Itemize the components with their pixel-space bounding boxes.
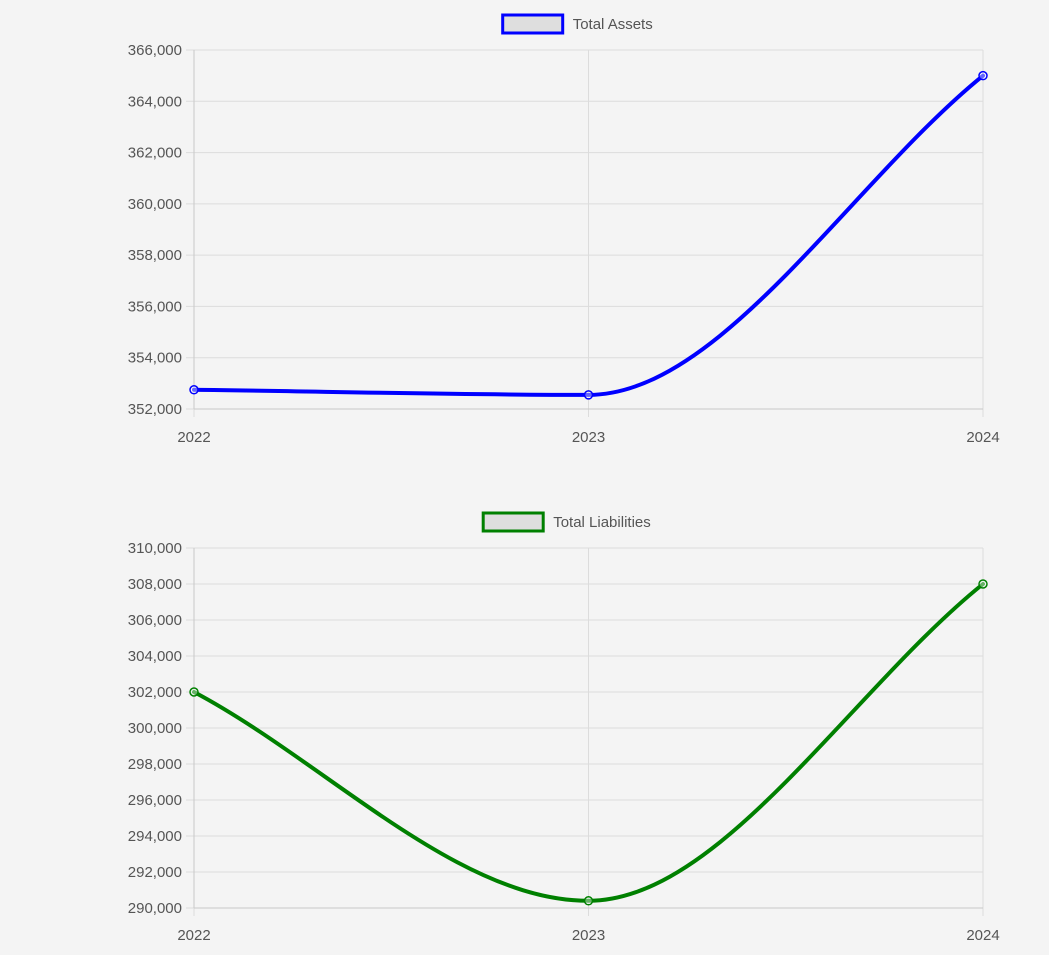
series-line	[192, 73, 985, 397]
y-tick-label: 364,000	[128, 93, 182, 110]
y-tick-label: 294,000	[128, 828, 182, 845]
legend-item[interactable]: Total Liabilities	[481, 511, 651, 533]
y-tick-label: 306,000	[128, 612, 182, 629]
legend-label: Total Liabilities	[553, 514, 651, 531]
y-tick-label: 310,000	[128, 540, 182, 557]
y-tick-label: 354,000	[128, 350, 182, 367]
y-tick-label: 298,000	[128, 756, 182, 773]
legend-item[interactable]: Total Assets	[501, 13, 653, 35]
y-tick-label: 300,000	[128, 720, 182, 737]
x-tick-label: 2024	[966, 927, 999, 944]
y-tick-label: 302,000	[128, 684, 182, 701]
y-tick-label: 362,000	[128, 145, 182, 162]
y-tick-label: 366,000	[128, 42, 182, 59]
legend-label: Total Assets	[573, 16, 653, 33]
data-point[interactable]	[189, 385, 199, 395]
y-tick-label: 308,000	[128, 576, 182, 593]
y-tick-label: 358,000	[128, 247, 182, 264]
x-tick-label: 2023	[572, 429, 605, 446]
x-tick-label: 2024	[966, 429, 999, 446]
y-tick-label: 352,000	[128, 401, 182, 418]
data-point[interactable]	[583, 390, 594, 400]
data-point[interactable]	[978, 579, 988, 589]
data-point[interactable]	[583, 896, 594, 906]
y-tick-label: 292,000	[128, 864, 182, 881]
y-tick-label: 356,000	[128, 298, 182, 315]
y-tick-label: 296,000	[128, 792, 182, 809]
data-point[interactable]	[978, 70, 988, 81]
x-tick-label: 2022	[177, 927, 210, 944]
legend-swatch	[481, 511, 545, 533]
y-tick-label: 304,000	[128, 648, 182, 665]
series-line	[192, 582, 985, 903]
x-tick-label: 2022	[177, 429, 210, 446]
total-assets-chart: 366,000 364,000 362,000 360,000 358,000 356,0…	[128, 13, 1000, 446]
legend-swatch	[501, 13, 565, 35]
x-tick-label: 2023	[572, 927, 605, 944]
data-point[interactable]	[189, 687, 199, 697]
y-tick-label: 290,000	[128, 900, 182, 917]
total-liabilities-chart: 310,000 308,000 306,000 304,000 302,000 300,0…	[128, 511, 1000, 944]
y-tick-label: 360,000	[128, 196, 182, 213]
